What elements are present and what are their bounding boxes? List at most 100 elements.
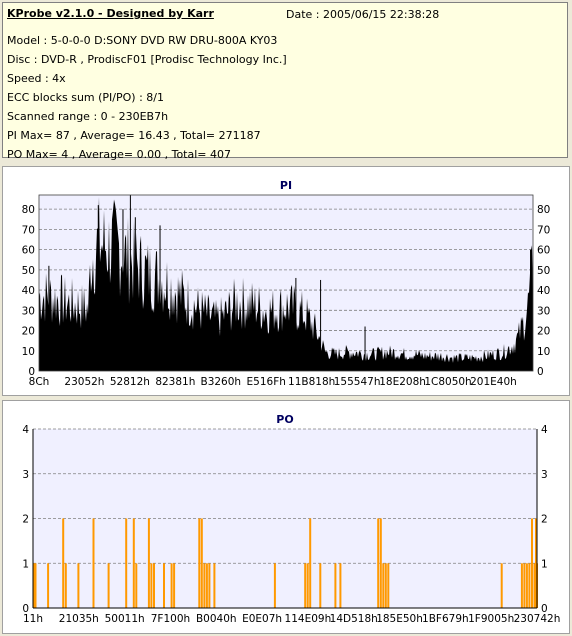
chart-title: PI xyxy=(280,179,292,192)
info-disc: Disc : DVD-R , ProdiscF01 [Prodisc Techn… xyxy=(7,53,287,66)
po-bar xyxy=(33,563,35,609)
po-bar xyxy=(384,563,387,609)
po-bar xyxy=(309,518,312,608)
info-scanned-range: Scanned range : 0 - 230EB7h xyxy=(7,110,169,123)
po-bar xyxy=(198,518,201,608)
app-title: KProbe v2.1.0 - Designed by Karr xyxy=(7,7,214,20)
x-tick-label: 52812h xyxy=(110,376,150,388)
x-tick-label: E516Fh xyxy=(247,376,286,388)
po-bar xyxy=(132,518,135,608)
y-tick-label-left: 80 xyxy=(22,204,35,216)
po-bar xyxy=(203,563,206,609)
y-tick-label-right: 0 xyxy=(541,603,548,615)
po-bar xyxy=(500,563,503,609)
y-tick-label-right: 20 xyxy=(537,326,550,338)
x-tick-label: 155547h xyxy=(334,376,381,388)
po-bar xyxy=(387,563,390,609)
po-bar xyxy=(377,518,380,608)
po-chart: PO 0 0 1 1 2 2 3 3 4 4 11h 21035h 50011h 7F100h B0040h E… xyxy=(22,413,561,625)
po-bar xyxy=(208,563,211,609)
y-tick-label-right: 0 xyxy=(537,366,544,378)
po-bar xyxy=(531,518,533,608)
po-bar xyxy=(77,563,80,609)
x-tick-label: 18E208h xyxy=(379,376,426,388)
y-tick-label-left: 40 xyxy=(22,285,35,297)
y-tick-label-right: 4 xyxy=(541,424,548,436)
pi-series-area xyxy=(39,197,533,371)
y-tick-label-left: 2 xyxy=(22,514,29,526)
x-tick-label: B0040h xyxy=(196,613,237,625)
po-bar xyxy=(528,563,531,609)
x-tick-label: 23052h xyxy=(64,376,104,388)
info-panel: KProbe v2.1.0 - Designed by Karr Date : … xyxy=(2,2,568,161)
po-bar xyxy=(533,563,536,609)
po-bar xyxy=(62,518,65,608)
x-tick-label: 8Ch xyxy=(29,376,50,388)
po-bar xyxy=(339,563,342,609)
po-bar xyxy=(535,518,537,608)
po-bar xyxy=(34,563,37,609)
po-bar xyxy=(135,563,138,609)
y-tick-label-left: 50 xyxy=(22,265,35,277)
x-tick-label: 21035h xyxy=(59,613,99,625)
info-pi-stats: PI Max= 87 , Average= 16.43 , Total= 271… xyxy=(7,129,261,142)
y-tick-label-left: 70 xyxy=(22,224,35,236)
x-tick-label: B3260h xyxy=(200,376,241,388)
y-tick-label-left: 10 xyxy=(22,346,35,358)
po-bar xyxy=(125,518,128,608)
po-bar xyxy=(379,518,382,608)
po-bar xyxy=(153,563,155,609)
po-bar xyxy=(170,563,173,609)
po-bar xyxy=(92,518,95,608)
po-bar xyxy=(382,563,385,609)
y-tick-label-right: 30 xyxy=(537,305,550,317)
x-tick-label: 230742h xyxy=(514,613,561,625)
po-bar xyxy=(64,563,67,609)
po-bar xyxy=(47,563,50,609)
x-tick-label: 82381h xyxy=(155,376,195,388)
y-tick-label-left: 60 xyxy=(22,245,35,257)
x-tick-label: 14D518h xyxy=(330,613,378,625)
info-speed: Speed : 4x xyxy=(7,72,66,85)
po-bar xyxy=(334,563,337,609)
y-tick-label-left: 1 xyxy=(22,558,29,570)
x-tick-label: 11B818h xyxy=(288,376,335,388)
po-bar xyxy=(205,563,208,609)
po-bar xyxy=(163,563,165,609)
y-tick-label-left: 20 xyxy=(22,326,35,338)
x-tick-label: 7F100h xyxy=(151,613,190,625)
y-tick-label-left: 3 xyxy=(22,469,29,481)
x-tick-label: E0E07h xyxy=(242,613,282,625)
po-bar xyxy=(306,563,309,609)
x-tick-label: 185E50h xyxy=(376,613,423,625)
po-bar xyxy=(147,518,150,608)
x-tick-label: 1F9005h xyxy=(468,613,514,625)
y-tick-label-left: 0 xyxy=(22,603,29,615)
scan-date: Date : 2005/06/15 22:38:28 xyxy=(286,8,440,21)
po-bar xyxy=(520,563,523,609)
info-ecc-sum: ECC blocks sum (PI/PO) : 8/1 xyxy=(7,91,164,104)
po-bar xyxy=(213,563,216,609)
y-tick-label-right: 80 xyxy=(537,204,550,216)
po-bar xyxy=(173,563,176,609)
y-tick-label-left: 0 xyxy=(28,366,35,378)
y-tick-label-right: 1 xyxy=(541,558,548,570)
po-bar xyxy=(525,563,528,609)
x-tick-label: 11h xyxy=(23,613,43,625)
plot-border xyxy=(38,194,534,372)
x-tick-label: 114E09h xyxy=(285,613,332,625)
po-bar xyxy=(200,518,203,608)
y-tick-label-left: 30 xyxy=(22,305,35,317)
chart-title: PO xyxy=(276,413,293,426)
po-bar xyxy=(150,563,153,609)
po-bar xyxy=(273,563,276,609)
info-model: Model : 5-0-0-0 D:SONY DVD RW DRU-800A K… xyxy=(7,34,278,47)
po-bar xyxy=(107,563,110,609)
x-tick-label: 1C8050h xyxy=(424,376,471,388)
info-po-stats: PO Max= 4 , Average= 0.00 , Total= 407 xyxy=(7,148,231,161)
y-tick-label-right: 50 xyxy=(537,265,550,277)
po-bar xyxy=(319,563,322,609)
y-tick-label-right: 10 xyxy=(537,346,550,358)
y-tick-label-right: 60 xyxy=(537,245,550,257)
y-tick-label-right: 40 xyxy=(537,285,550,297)
